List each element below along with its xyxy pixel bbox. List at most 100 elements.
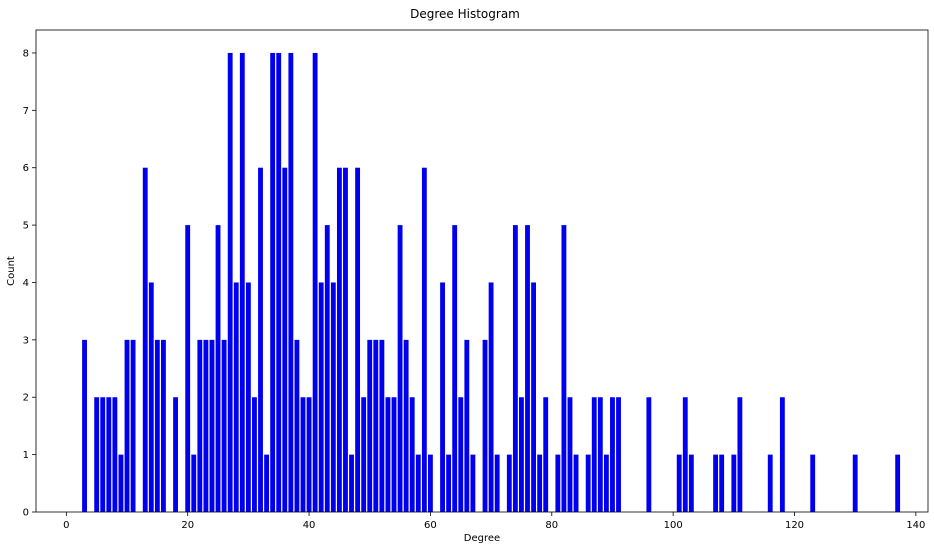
- y-tick-label: 5: [23, 221, 29, 232]
- bar-degree-73: [506, 454, 512, 512]
- bar-degree-75: [519, 397, 524, 512]
- bar-degree-103: [688, 454, 694, 512]
- bar-degree-6: [100, 397, 106, 512]
- bar-degree-44: [330, 282, 336, 512]
- y-tick-label: 2: [23, 393, 29, 404]
- bar-degree-84: [573, 454, 579, 512]
- x-tick-label: 20: [181, 520, 194, 531]
- bar-degree-24: [209, 339, 215, 512]
- bar-degree-82: [561, 225, 567, 512]
- x-tick-label: 60: [424, 520, 437, 531]
- x-axis-ticks: 0 20 40 60 80 100 120 140: [63, 512, 925, 531]
- bar-degree-69: [482, 339, 488, 512]
- bar-degree-116: [767, 454, 773, 512]
- bar-degree-130: [852, 454, 858, 512]
- bar-degree-66: [464, 339, 470, 512]
- bar-degree-27: [227, 52, 233, 512]
- bar-degree-7: [106, 397, 112, 512]
- bar-degree-13: [142, 167, 148, 512]
- bar-degree-40: [306, 397, 312, 512]
- bar-degree-86: [585, 454, 591, 512]
- bar-degree-15: [154, 339, 160, 512]
- bar-degree-37: [288, 52, 294, 512]
- bar-degree-48: [355, 167, 361, 512]
- bar-degree-36: [282, 167, 288, 512]
- bar-degree-47: [349, 454, 354, 512]
- bar-degree-79: [543, 397, 549, 512]
- bar-degree-67: [470, 454, 476, 512]
- x-tick-label: 80: [545, 520, 558, 531]
- bar-degree-46: [343, 167, 348, 512]
- y-axis-label: Count: [6, 256, 17, 286]
- y-axis-ticks: 0 1 2 3 4 5 6 7 8: [23, 48, 36, 519]
- x-tick-label: 100: [664, 520, 683, 531]
- bar-degree-74: [512, 225, 518, 512]
- bar-degree-64: [452, 225, 458, 512]
- bar-degree-16: [161, 339, 166, 512]
- bar-degree-34: [270, 52, 276, 512]
- bar-degree-18: [173, 397, 178, 512]
- bar-degree-76: [525, 225, 530, 512]
- y-tick-label: 4: [23, 278, 29, 289]
- bar-degree-5: [94, 397, 100, 512]
- bar-degree-89: [603, 454, 609, 512]
- bar-degree-30: [245, 282, 251, 512]
- bar-degree-14: [148, 282, 154, 512]
- bar-degree-96: [646, 397, 652, 512]
- x-tick-label: 40: [303, 520, 316, 531]
- x-axis-label: Degree: [464, 533, 500, 544]
- bar-degree-49: [361, 397, 367, 512]
- bar-degree-65: [458, 397, 464, 512]
- x-tick-label: 120: [785, 520, 804, 531]
- bar-degree-8: [112, 397, 118, 512]
- chart-title: Degree Histogram: [410, 7, 520, 21]
- bar-degree-43: [324, 225, 330, 512]
- bar-degree-101: [676, 454, 682, 512]
- bar-degree-3: [82, 339, 87, 512]
- y-tick-label: 7: [23, 106, 29, 117]
- bar-degree-35: [276, 52, 282, 512]
- bar-degree-38: [294, 339, 300, 512]
- bar-degree-39: [300, 397, 306, 512]
- bar-degree-29: [239, 52, 245, 512]
- bar-degree-50: [367, 339, 373, 512]
- bar-degree-11: [130, 339, 136, 512]
- y-tick-label: 3: [23, 335, 29, 346]
- bar-degree-41: [312, 52, 318, 512]
- bar-degree-25: [215, 225, 221, 512]
- bar-degree-83: [567, 397, 573, 512]
- bar-degree-45: [336, 167, 342, 512]
- bar-degree-9: [118, 454, 124, 512]
- bar-degree-102: [682, 397, 688, 512]
- bar-degree-33: [264, 454, 270, 512]
- bar-degree-108: [719, 454, 725, 512]
- bar-degree-107: [713, 454, 719, 512]
- bar-degree-32: [258, 167, 263, 512]
- bar-degree-90: [610, 397, 615, 512]
- bar-degree-62: [440, 282, 445, 512]
- bar-degree-20: [185, 225, 191, 512]
- bar-degree-118: [779, 397, 785, 512]
- y-tick-label: 1: [23, 450, 29, 461]
- bar-degree-54: [391, 397, 397, 512]
- bar-degree-137: [895, 454, 901, 512]
- bar-degree-51: [373, 339, 379, 512]
- bar-degree-78: [537, 454, 543, 512]
- bar-degree-57: [409, 397, 415, 512]
- bar-degree-42: [318, 282, 324, 512]
- bar-degree-123: [810, 454, 816, 512]
- bar-degree-10: [124, 339, 130, 512]
- bar-degree-87: [591, 397, 597, 512]
- bar-degree-52: [379, 339, 385, 512]
- y-tick-label: 8: [23, 48, 29, 59]
- y-tick-label: 0: [23, 508, 29, 519]
- bar-degree-58: [415, 454, 421, 512]
- bar-degree-60: [427, 454, 433, 512]
- bar-degree-111: [737, 397, 743, 512]
- bar-degree-110: [731, 454, 737, 512]
- plot-frame: [35, 29, 929, 513]
- bars-layer: [82, 52, 901, 512]
- bar-degree-55: [397, 225, 403, 512]
- bar-degree-26: [221, 339, 227, 512]
